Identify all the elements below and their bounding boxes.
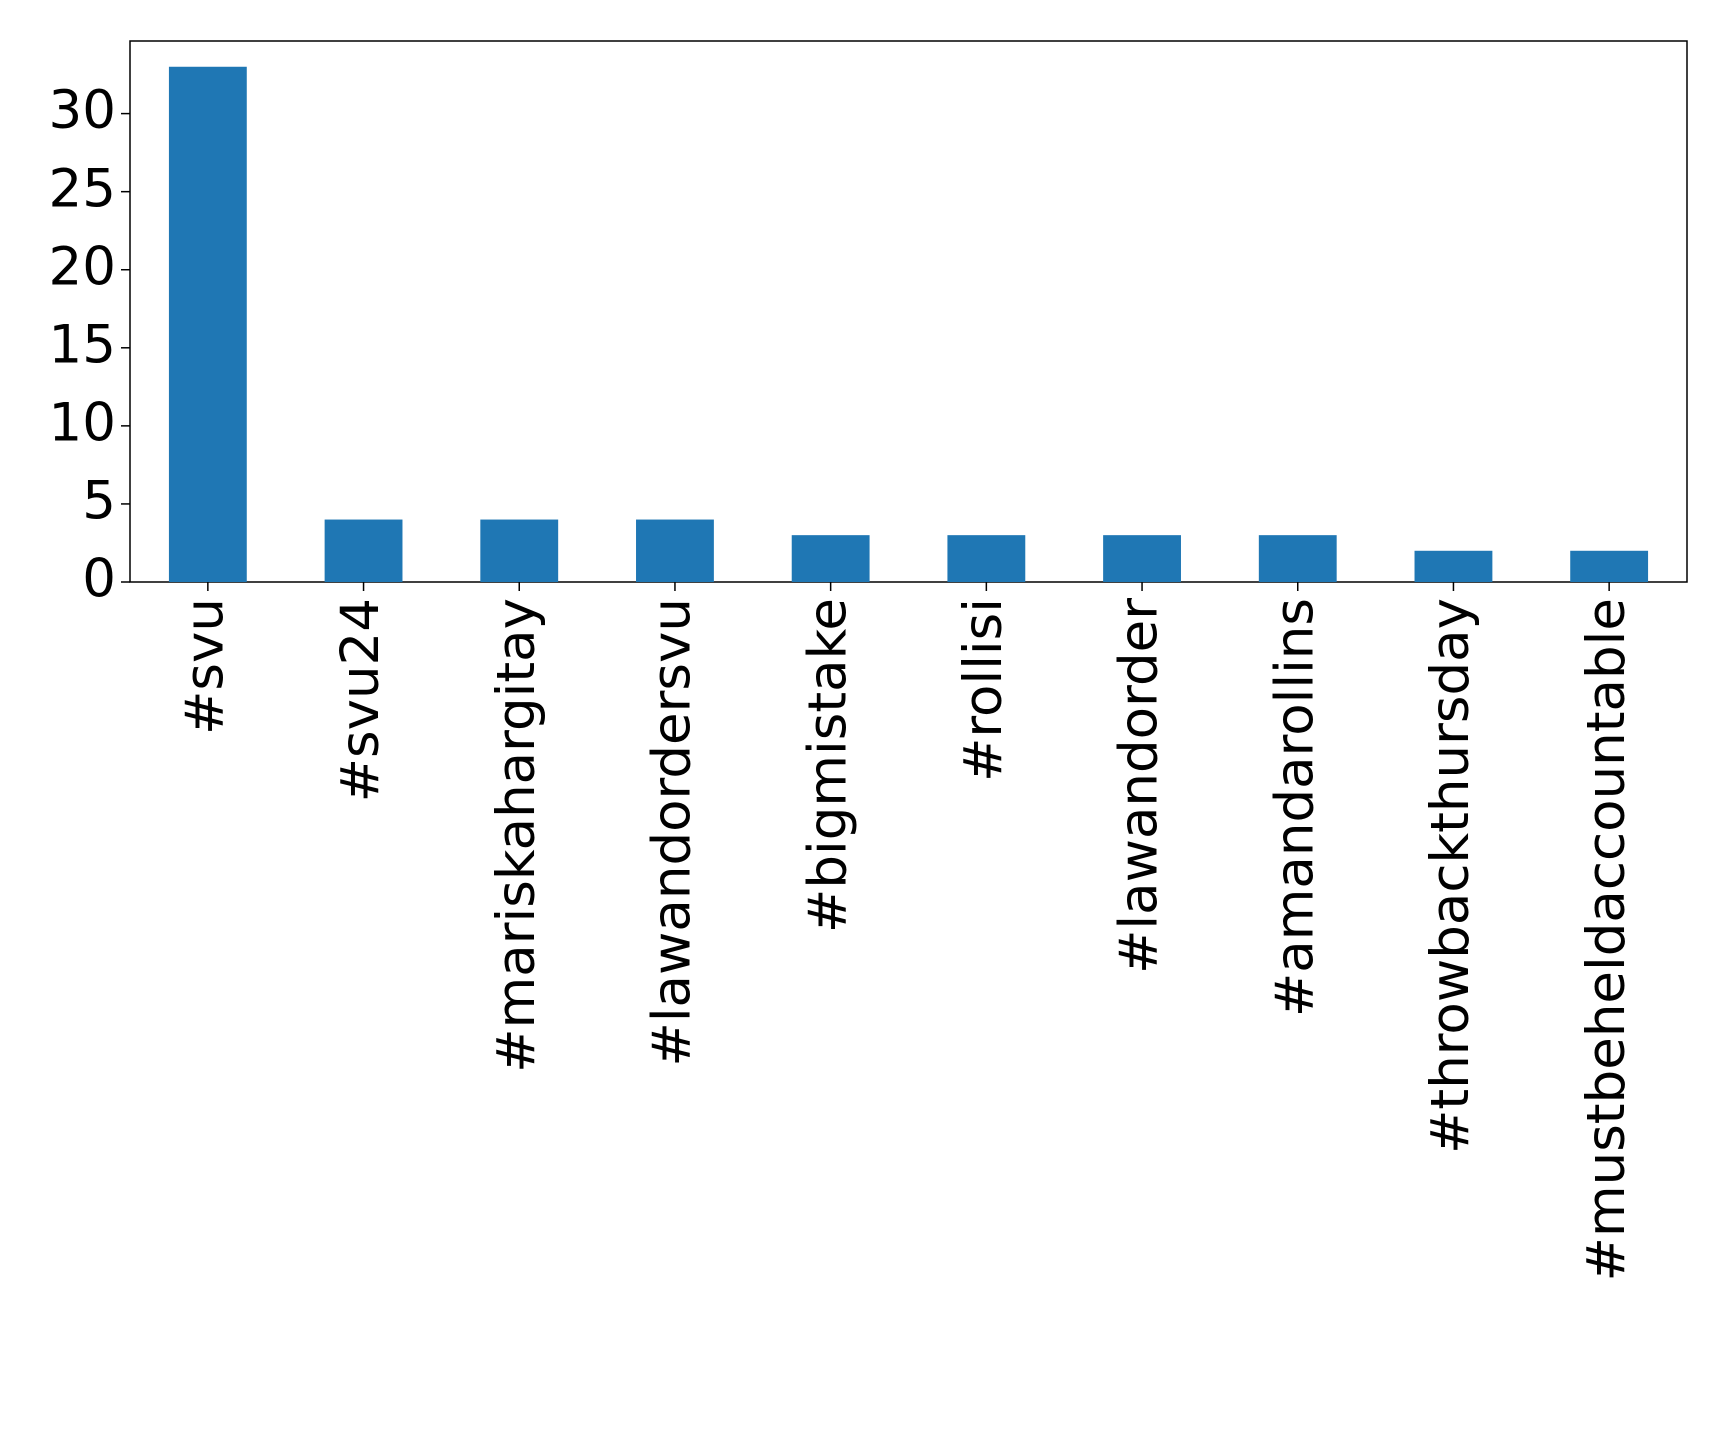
x-tick-label: #mariskahargitay xyxy=(486,598,547,1073)
x-tick-label: #svu xyxy=(174,598,235,735)
bar xyxy=(791,535,870,582)
x-tick-label: #lawandorder xyxy=(1109,598,1170,974)
y-tick-label: 25 xyxy=(49,158,116,219)
y-tick-label: 30 xyxy=(49,80,116,141)
x-tick-label: #lawandordersvu xyxy=(642,598,703,1067)
x-tick-label: #mustbeheldaccountable xyxy=(1576,598,1637,1281)
x-tick-label: #svu24 xyxy=(330,598,391,802)
bar xyxy=(1570,550,1649,582)
bar xyxy=(636,519,714,582)
x-tick-label: #rollisi xyxy=(953,598,1014,782)
y-tick-label: 5 xyxy=(82,471,116,532)
axes-frame xyxy=(129,40,1688,583)
y-tick-label: 10 xyxy=(49,393,116,454)
y-tick-label: 0 xyxy=(82,549,116,610)
bar xyxy=(324,519,403,582)
bar xyxy=(480,519,559,582)
y-tick-label: 15 xyxy=(49,314,116,375)
bar xyxy=(947,535,1026,582)
bar xyxy=(1258,535,1337,582)
bar xyxy=(1414,550,1493,582)
x-tick-label: #bigmistake xyxy=(797,598,858,933)
y-tick-label: 20 xyxy=(49,236,116,297)
bar xyxy=(1103,535,1181,582)
x-tick-label: #amandarollins xyxy=(1264,598,1325,1017)
x-tick-label: #throwbackthursday xyxy=(1420,598,1481,1154)
bar xyxy=(168,66,247,582)
